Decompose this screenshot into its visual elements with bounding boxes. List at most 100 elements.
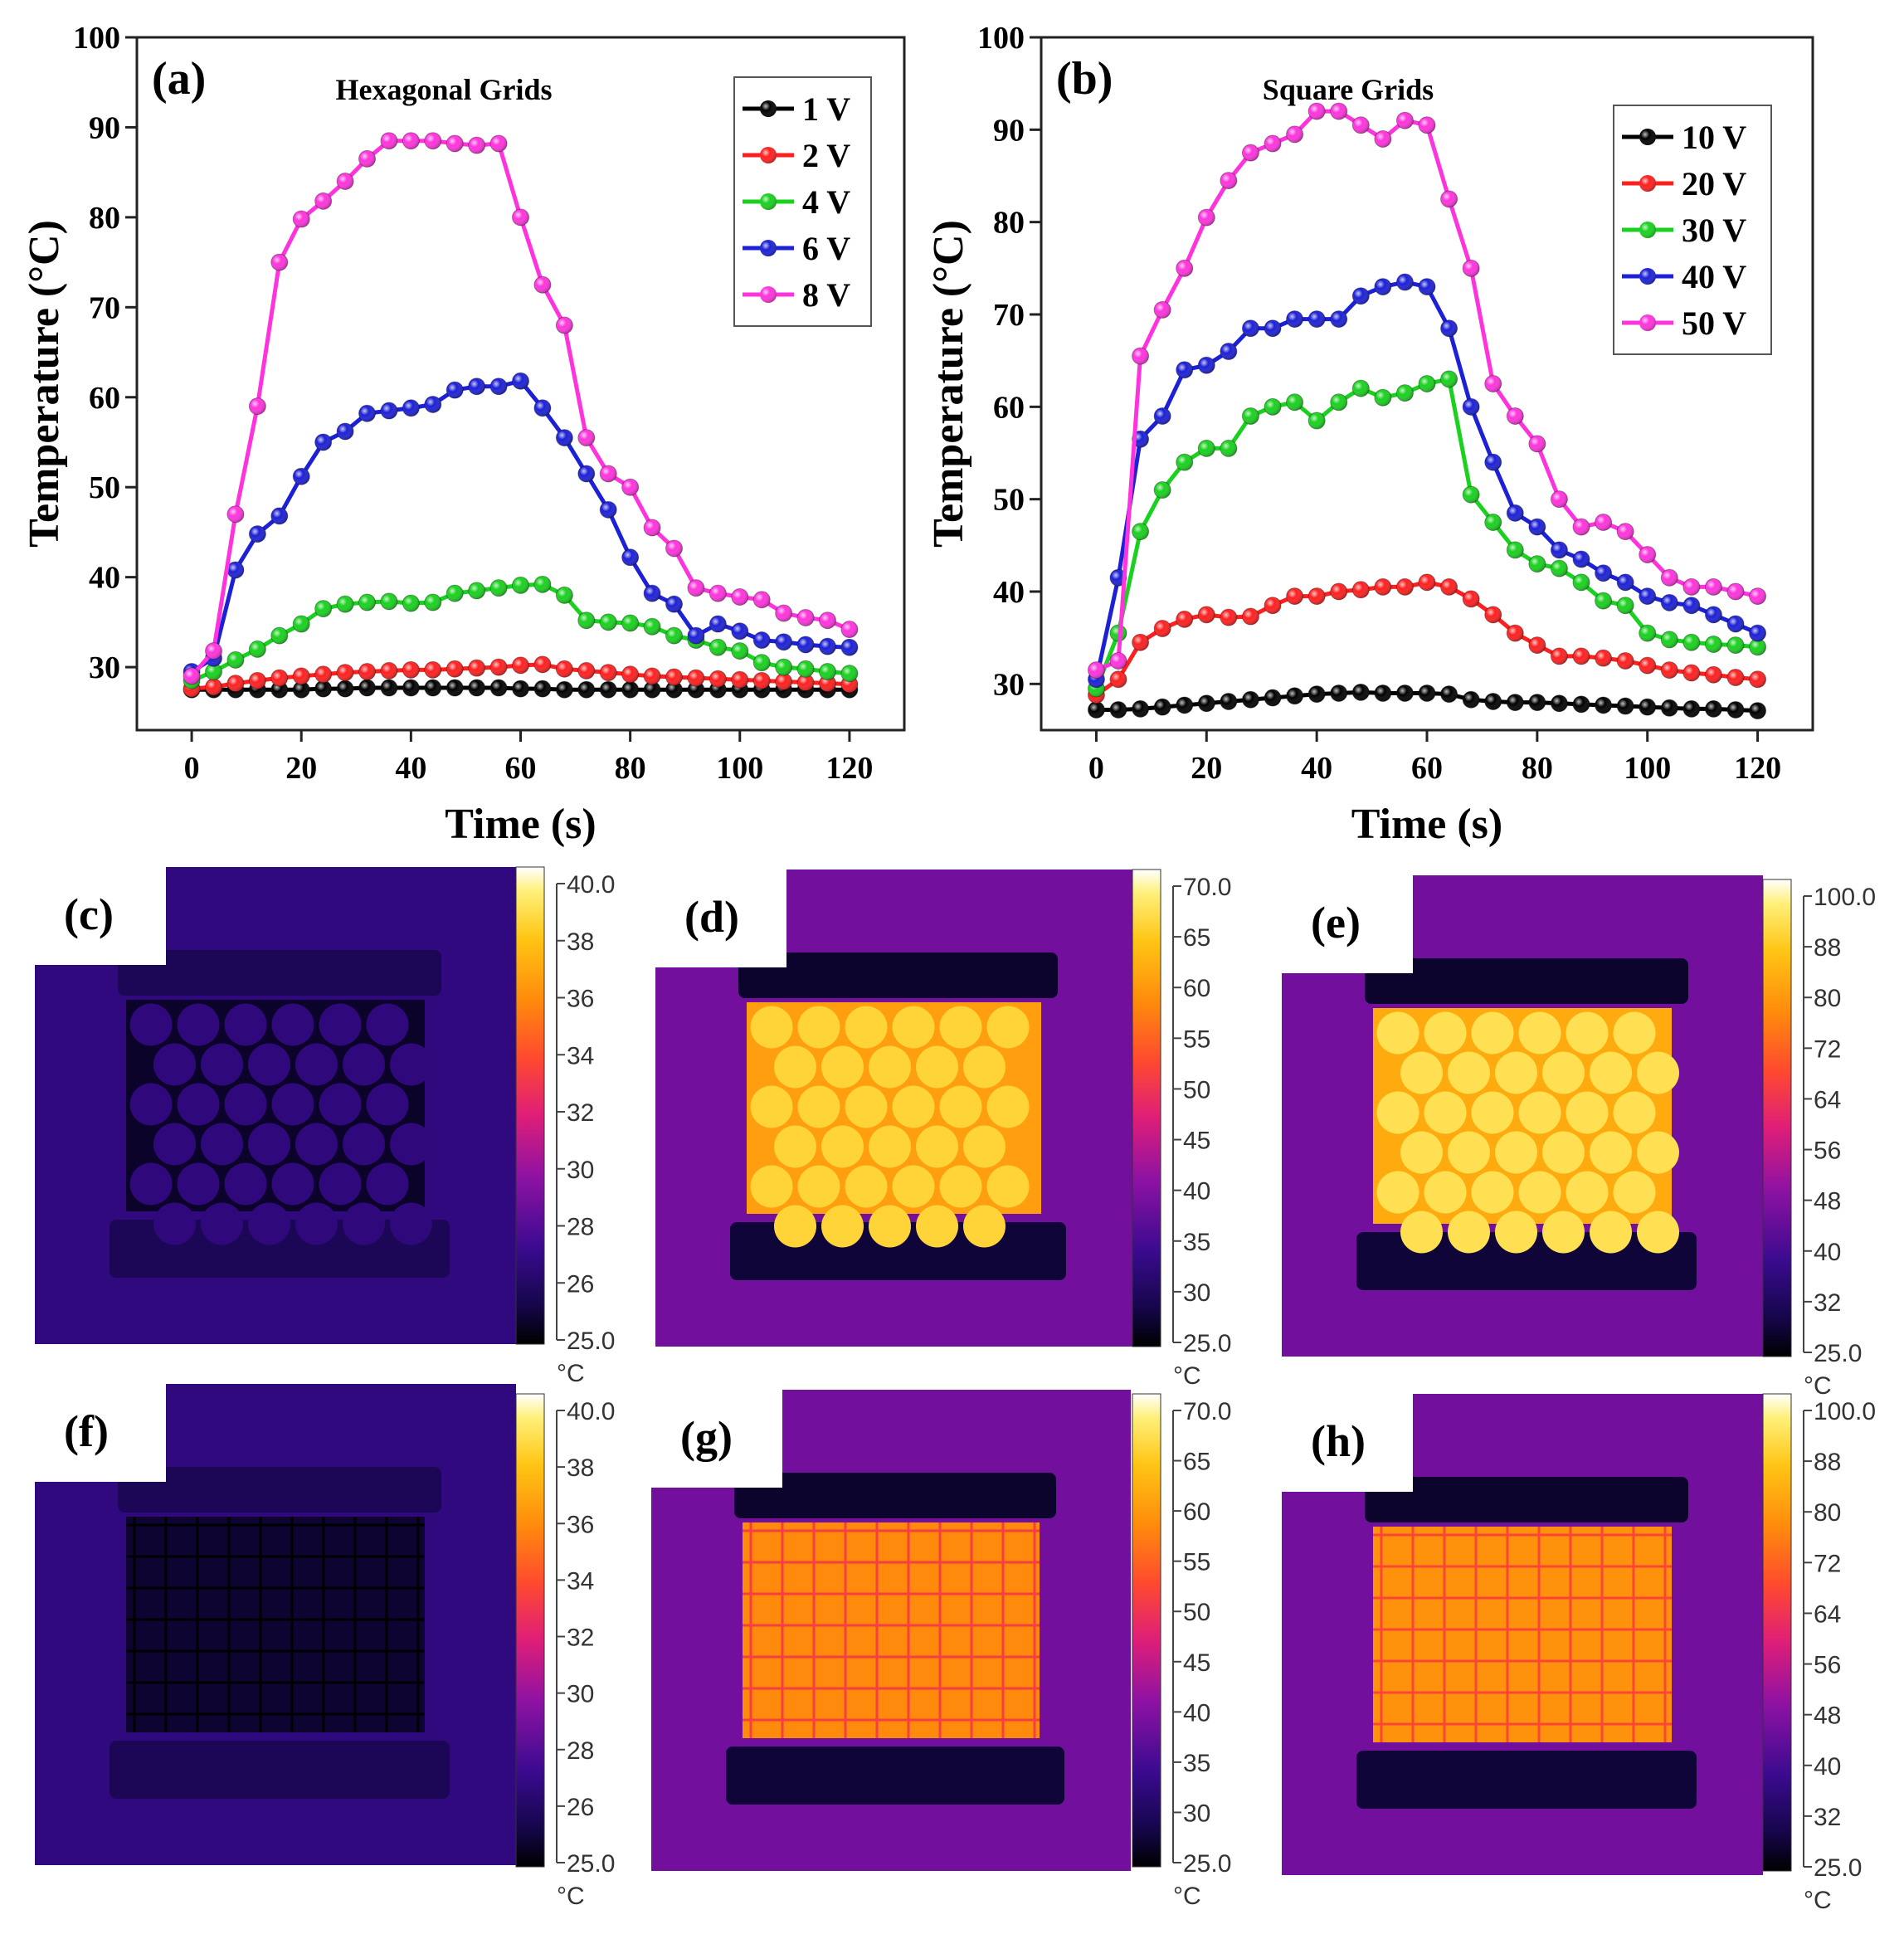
legend-marker-shade (1639, 129, 1656, 145)
data-point-shade (1330, 684, 1347, 702)
legend-marker-shade (760, 286, 777, 303)
data-point-shade (226, 651, 244, 669)
data-point-shade (577, 465, 595, 482)
colorbar-tick-label: 88 (1814, 1449, 1841, 1476)
colorbar-tick-label: 28 (567, 1214, 594, 1241)
hex-cell (797, 1165, 840, 1208)
hex-cell (1376, 1091, 1419, 1134)
hex-cell (366, 1162, 409, 1206)
colorbar (1132, 1393, 1161, 1868)
data-point-shade (1595, 514, 1612, 531)
data-point-shade (314, 192, 332, 210)
hex-cell (343, 1202, 385, 1245)
colorbar-tick-label: 38 (567, 1454, 594, 1482)
data-point-shade (1176, 696, 1193, 714)
colorbar-tick-label: 64 (1814, 1600, 1841, 1628)
data-point-shade (358, 680, 376, 697)
data-point-shade (270, 627, 288, 645)
data-point-shade (644, 681, 661, 699)
x-tick-label: 0 (1088, 751, 1104, 786)
hex-cell (1566, 1091, 1609, 1134)
data-point-shade (731, 622, 748, 640)
colorbar-tick-label: 70.0 (1183, 874, 1231, 901)
data-point-shade (1749, 638, 1766, 655)
data-point-shade (1440, 319, 1458, 337)
y-tick-label: 60 (993, 390, 1025, 425)
legend-marker-shade (1639, 314, 1656, 331)
data-point-shade (380, 592, 397, 610)
data-point-shade (1198, 606, 1215, 623)
data-point-shade (1374, 278, 1391, 295)
data-point-shade (556, 317, 573, 334)
data-point-shade (446, 660, 464, 678)
hex-cell (201, 1043, 243, 1086)
y-tick-label: 80 (993, 206, 1025, 241)
data-point-shade (490, 659, 508, 676)
data-point-shade (1286, 393, 1303, 411)
legend-marker-shade (1639, 268, 1656, 285)
data-point-shade (577, 429, 595, 446)
colorbar-tick-label: 48 (1814, 1188, 1841, 1215)
electrode-bottom (110, 1741, 450, 1799)
colorbar-tick-label: 80 (1814, 985, 1841, 1012)
colorbar-tick-label: 32 (1814, 1804, 1841, 1831)
data-point-shade (1176, 454, 1193, 471)
data-point-shade (1617, 597, 1634, 614)
hex-cell (1376, 1171, 1419, 1214)
data-point-shade (556, 429, 573, 446)
data-point-shade (1484, 454, 1502, 471)
data-point-shade (1198, 357, 1215, 374)
hex-cell (845, 1165, 888, 1208)
data-point-shade (687, 627, 704, 645)
data-point-shade (1528, 435, 1546, 452)
hex-cell (1448, 1051, 1490, 1094)
data-point-shade (270, 507, 288, 524)
series-50v (1087, 102, 1767, 680)
colorbar-unit: °C (1804, 1887, 1832, 1914)
data-point-shade (1595, 650, 1612, 667)
colorbar-tick-label: 50 (1183, 1599, 1210, 1626)
hex-cell (177, 1162, 220, 1206)
data-point-shade (1749, 587, 1766, 605)
hex-cell (153, 1043, 196, 1086)
hex-cell (986, 1085, 1030, 1128)
data-point-shade (1440, 685, 1458, 703)
data-point-shade (293, 681, 310, 699)
colorbar-tick-label: 56 (1814, 1138, 1841, 1165)
data-point-shade (1484, 693, 1502, 710)
data-point-shade (1352, 684, 1370, 701)
legend-label: 40 V (1682, 258, 1746, 295)
data-point-shade (753, 654, 771, 671)
hex-cell (1637, 1131, 1679, 1174)
data-point-shade (1198, 440, 1215, 457)
hex-cell (892, 1006, 935, 1049)
hex-cell (750, 1006, 793, 1049)
hex-cell (916, 1125, 958, 1168)
electrode-top (1365, 1477, 1688, 1522)
hex-cell (1542, 1131, 1585, 1174)
data-point-shade (1088, 661, 1105, 679)
data-point-shade (644, 585, 661, 602)
data-point-shade (1749, 702, 1766, 719)
data-point-shade (1264, 597, 1281, 614)
data-point-shade (512, 680, 529, 698)
hex-cell (916, 1045, 958, 1089)
hex-cell (177, 1003, 220, 1046)
y-tick-label: 100 (977, 21, 1025, 56)
y-tick-label: 30 (89, 650, 120, 685)
hex-cell (892, 1085, 935, 1128)
colorbar (1762, 1393, 1792, 1872)
hex-cell (295, 1043, 338, 1086)
data-point-shade (1088, 701, 1105, 719)
data-point-shade (644, 519, 661, 537)
data-point-shade (1330, 393, 1347, 411)
heater-region (126, 1517, 425, 1732)
data-point-shade (314, 665, 332, 683)
data-point-shade (577, 681, 595, 699)
data-point-shade (1440, 370, 1458, 387)
hex-cell (939, 1165, 982, 1208)
data-point-shade (556, 681, 573, 699)
data-point-shade (577, 611, 595, 629)
colorbar (1132, 869, 1161, 1347)
colorbar-tick-label: 56 (1814, 1652, 1841, 1679)
